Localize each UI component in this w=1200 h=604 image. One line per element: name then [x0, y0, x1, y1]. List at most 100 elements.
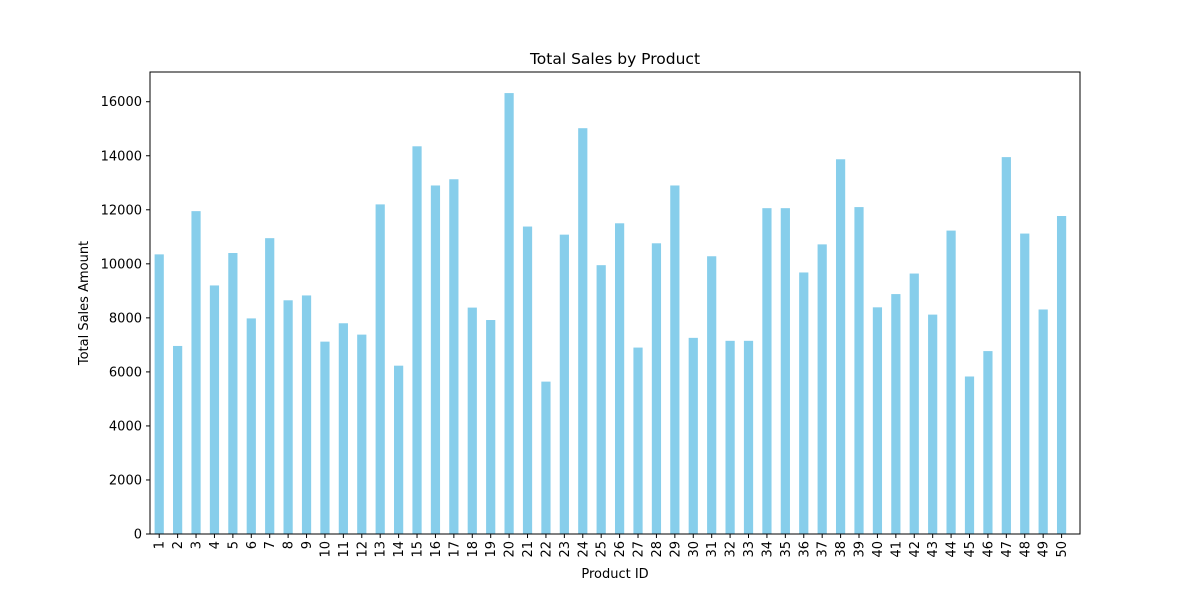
x-tick-label: 31 — [705, 541, 720, 558]
bar-product-12 — [357, 334, 367, 534]
x-tick-label: 24 — [576, 541, 591, 558]
bar-product-45 — [964, 376, 975, 534]
bar-product-38 — [835, 159, 846, 534]
bar-product-13 — [375, 204, 385, 534]
bar-product-47 — [1001, 157, 1011, 534]
x-tick-label: 48 — [1018, 541, 1033, 558]
bar-product-2 — [173, 345, 183, 534]
bar-product-8 — [283, 300, 293, 534]
bar-product-31 — [707, 256, 717, 534]
y-tick-label: 8000 — [109, 311, 142, 326]
bar-product-41 — [891, 294, 901, 534]
x-tick-label: 21 — [521, 541, 536, 558]
bar-product-21 — [522, 226, 533, 534]
bar-product-42 — [909, 273, 919, 534]
x-tick-label: 38 — [834, 541, 849, 558]
bar-product-50 — [1056, 216, 1067, 534]
x-tick-label: 11 — [337, 541, 352, 558]
bar-product-18 — [467, 307, 477, 534]
x-tick-label: 47 — [1000, 541, 1015, 558]
bar-product-6 — [246, 318, 256, 534]
x-tick-label: 25 — [595, 541, 610, 558]
y-tick-label: 4000 — [109, 419, 142, 434]
bar-product-25 — [596, 265, 606, 534]
bar-product-36 — [799, 272, 809, 534]
x-tick-label: 1 — [153, 541, 168, 549]
x-tick-label: 33 — [742, 541, 757, 558]
x-tick-label: 7 — [263, 541, 278, 549]
bar-product-4 — [209, 285, 220, 534]
x-tick-label: 34 — [760, 541, 775, 558]
bar-product-48 — [1020, 233, 1030, 534]
bar-product-40 — [872, 307, 883, 534]
x-tick-label: 30 — [687, 541, 702, 558]
x-tick-label: 39 — [853, 541, 868, 558]
bar-product-33 — [743, 340, 754, 534]
bar-product-10 — [320, 341, 330, 534]
x-tick-label: 10 — [318, 541, 333, 558]
x-tick-label: 36 — [797, 541, 812, 558]
bar-product-28 — [651, 243, 662, 534]
bar-product-1 — [154, 254, 164, 535]
x-tick-label: 23 — [558, 541, 573, 558]
bar-product-15 — [412, 146, 422, 534]
bar-product-14 — [394, 365, 404, 534]
x-tick-label: 15 — [411, 541, 426, 558]
y-tick-label: 12000 — [101, 203, 142, 218]
y-tick-label: 0 — [134, 528, 142, 543]
y-tick-label: 6000 — [109, 365, 142, 380]
x-tick-label: 12 — [355, 541, 370, 558]
x-axis-ticks: 1 2 3 4 5 6 7 8 9 10 11 12 13 14 15 16 17 18 19 20 21 22 23 24 2… — [153, 534, 1070, 558]
x-axis-title: Product ID — [581, 567, 648, 582]
bar-product-5 — [228, 253, 238, 534]
x-tick-label: 28 — [650, 541, 665, 558]
x-tick-label: 35 — [779, 541, 794, 558]
x-tick-label: 42 — [908, 541, 923, 558]
bar-product-9 — [301, 295, 312, 534]
bar-product-30 — [688, 337, 698, 534]
x-tick-label: 6 — [245, 541, 260, 549]
x-tick-label: 29 — [668, 541, 683, 558]
x-tick-label: 45 — [963, 541, 978, 558]
bar-product-29 — [670, 185, 680, 534]
x-tick-label: 4 — [208, 541, 223, 549]
y-tick-label: 16000 — [101, 95, 142, 110]
bar-product-26 — [615, 223, 625, 534]
bar-product-32 — [725, 340, 735, 534]
x-tick-label: 16 — [429, 541, 444, 558]
bar-product-11 — [338, 323, 348, 534]
y-tick-label: 10000 — [101, 257, 142, 272]
x-tick-label: 32 — [724, 541, 739, 558]
y-axis-title: Total Sales Amount — [77, 241, 92, 366]
x-tick-label: 22 — [539, 541, 554, 558]
x-tick-label: 9 — [300, 541, 315, 549]
bar-product-7 — [265, 238, 275, 534]
bar-product-27 — [633, 347, 643, 534]
bar-product-19 — [486, 320, 496, 534]
x-tick-label: 26 — [613, 541, 628, 558]
bar-product-16 — [430, 185, 441, 534]
x-tick-label: 46 — [981, 541, 996, 558]
bars-group — [154, 93, 1067, 535]
x-tick-label: 49 — [1037, 541, 1052, 558]
bar-product-24 — [578, 128, 588, 535]
y-tick-label: 2000 — [109, 473, 142, 488]
x-tick-label: 8 — [282, 541, 297, 549]
y-axis-ticks: 0 2000 4000 6000 8000 10000 12000 14000 16000 — [101, 95, 150, 543]
x-tick-label: 27 — [632, 541, 647, 558]
chart-title: Total Sales by Product — [529, 50, 700, 68]
x-tick-label: 18 — [466, 541, 481, 558]
x-tick-label: 37 — [816, 541, 831, 558]
bar-product-49 — [1038, 309, 1048, 534]
x-tick-label: 50 — [1055, 541, 1070, 558]
x-tick-label: 5 — [226, 541, 241, 549]
x-tick-label: 20 — [503, 541, 518, 558]
bar-product-20 — [504, 93, 514, 535]
bar-product-23 — [559, 234, 569, 534]
x-tick-label: 43 — [926, 541, 941, 558]
bar-product-37 — [817, 244, 827, 534]
plot-area-frame — [149, 71, 1081, 535]
bar-product-39 — [854, 207, 864, 535]
